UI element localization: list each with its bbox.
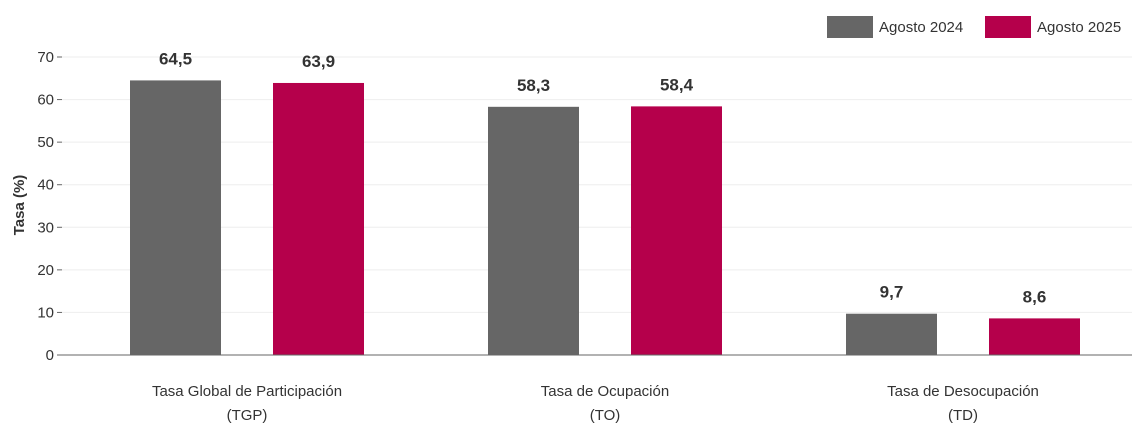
y-tick-label: 0 (46, 347, 54, 364)
x-category-label: (TGP) (227, 407, 268, 424)
legend-label: Agosto 2025 (1037, 19, 1121, 36)
bar (488, 106, 579, 356)
y-tick-label: 10 (37, 304, 54, 321)
axes-group: 0 10 20 30 40 50 60 70 (37, 49, 1132, 364)
x-category-label: Tasa Global de Participación (152, 383, 342, 400)
x-category-label: (TD) (948, 407, 978, 424)
x-category-label: (TO) (590, 407, 621, 424)
y-tick-label: 40 (37, 177, 54, 194)
bar (989, 318, 1080, 355)
grid-lines (62, 56, 1132, 313)
data-label: 64,5 (159, 49, 192, 68)
bars-group (130, 80, 1080, 356)
y-tick-label: 30 (37, 219, 54, 236)
y-tick-label: 70 (37, 49, 54, 66)
y-tick-label: 60 (37, 92, 54, 109)
y-tick-label: 50 (37, 134, 54, 151)
data-label: 58,4 (660, 75, 694, 94)
legend-label: Agosto 2024 (879, 19, 963, 36)
bar (130, 80, 221, 356)
legend: Agosto 2024 Agosto 2025 (827, 16, 1121, 38)
data-label: 58,3 (517, 76, 550, 95)
legend-swatch (827, 16, 873, 38)
bar (273, 82, 364, 356)
labels-group: 64,5 63,9 Tasa Global de Participación (TGP… (152, 49, 1046, 424)
bar (631, 106, 722, 355)
data-label: 63,9 (302, 52, 335, 71)
y-tick-label: 20 (37, 262, 54, 279)
data-label: 9,7 (880, 283, 904, 302)
x-category-label: Tasa de Ocupación (541, 383, 669, 400)
bar (846, 313, 937, 355)
data-label: 8,6 (1023, 287, 1047, 306)
x-category-label: Tasa de Desocupación (887, 383, 1039, 400)
legend-swatch (985, 16, 1031, 38)
y-axis-title: Tasa (%) (11, 175, 28, 236)
